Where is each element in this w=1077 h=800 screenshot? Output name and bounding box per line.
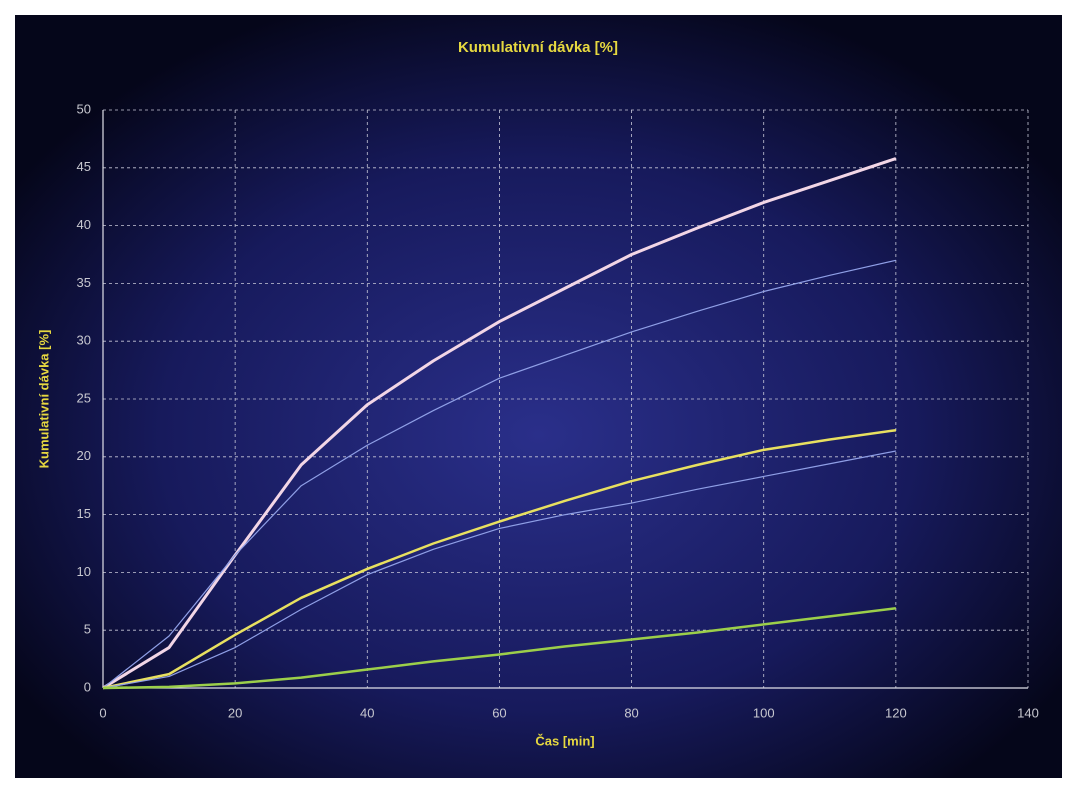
x-tick-label: 40 — [360, 705, 374, 720]
y-tick-label: 10 — [77, 564, 91, 579]
x-tick-label: 60 — [492, 705, 506, 720]
x-tick-label: 140 — [1017, 705, 1039, 720]
chart-title: Kumulativní dávka [%] — [458, 39, 618, 56]
x-tick-label: 120 — [885, 705, 907, 720]
x-axis-label: Čas [min] — [535, 733, 594, 748]
x-tick-label: 80 — [624, 705, 638, 720]
x-tick-label: 0 — [99, 705, 106, 720]
series-line — [102, 428, 897, 690]
x-tick-label: 20 — [228, 705, 242, 720]
y-tick-label: 20 — [77, 448, 91, 463]
series-line — [102, 450, 896, 689]
y-tick-label: 15 — [77, 506, 91, 521]
y-tick-label: 35 — [77, 275, 91, 290]
y-tick-label: 30 — [77, 333, 91, 348]
y-tick-label: 50 — [77, 101, 91, 116]
y-tick-label: 40 — [77, 217, 91, 232]
y-tick-label: 45 — [77, 159, 91, 174]
y-axis-label: Kumulativní dávka [%] — [36, 330, 51, 469]
x-tick-label: 100 — [753, 705, 775, 720]
series-line — [102, 259, 896, 689]
y-tick-label: 5 — [84, 622, 91, 637]
series-line — [102, 606, 897, 690]
background — [15, 15, 1062, 778]
y-tick-label: 25 — [77, 390, 91, 405]
y-tick-label: 0 — [84, 679, 91, 694]
